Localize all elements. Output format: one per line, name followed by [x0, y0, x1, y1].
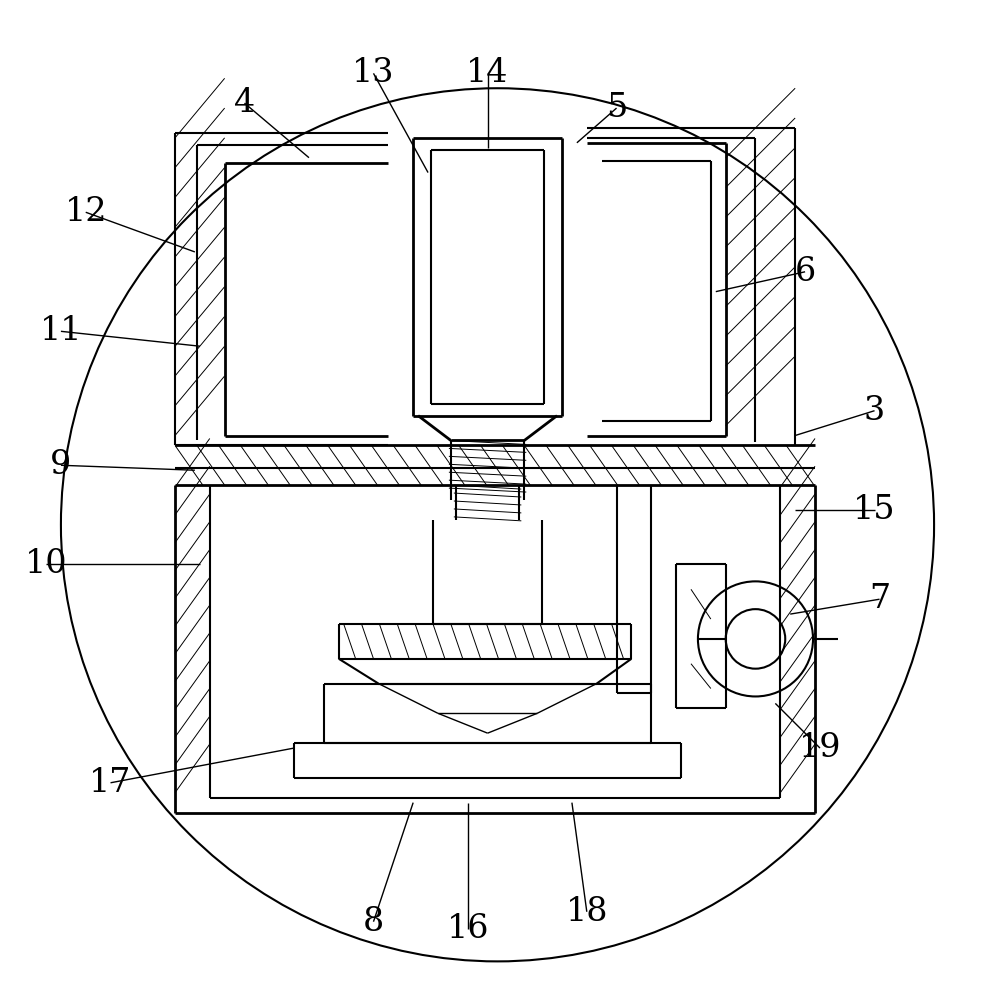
Text: 4: 4 — [234, 87, 254, 119]
Text: 8: 8 — [363, 906, 384, 938]
Text: 9: 9 — [51, 449, 72, 481]
Text: 18: 18 — [565, 896, 607, 928]
Text: 10: 10 — [25, 548, 68, 580]
Text: 17: 17 — [89, 767, 131, 799]
Text: 15: 15 — [853, 494, 895, 526]
Text: 12: 12 — [65, 196, 107, 228]
Text: 16: 16 — [446, 913, 488, 945]
Text: 7: 7 — [868, 583, 890, 615]
Text: 6: 6 — [793, 256, 815, 288]
Text: 5: 5 — [605, 92, 626, 124]
Text: 19: 19 — [798, 732, 840, 764]
Text: 14: 14 — [466, 57, 508, 89]
Text: 11: 11 — [40, 315, 83, 347]
Text: 13: 13 — [352, 57, 395, 89]
Text: 3: 3 — [863, 395, 885, 427]
